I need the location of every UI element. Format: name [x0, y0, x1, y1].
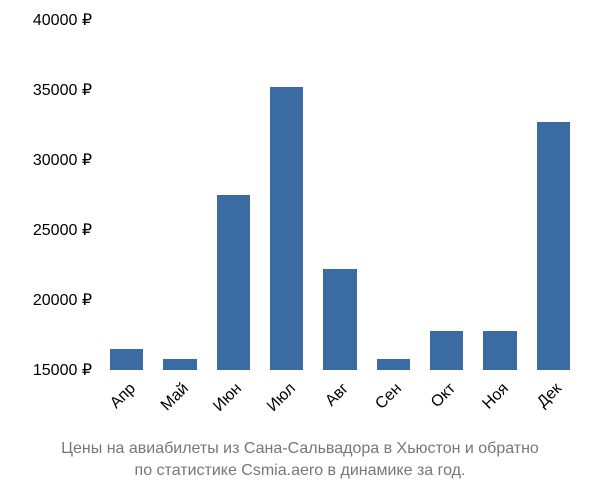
x-tick-label: Май	[138, 380, 193, 435]
x-tick-label: Апр	[84, 380, 139, 435]
bar	[323, 269, 356, 370]
x-tick-label: Дек	[511, 380, 566, 435]
caption-line-2: по статистике Csmia.aero в динамике за г…	[0, 462, 600, 480]
bar	[163, 359, 196, 370]
plot-area	[100, 20, 580, 370]
x-tick-label: Июн	[191, 380, 246, 435]
x-tick-label: Окт	[404, 380, 459, 435]
y-tick-label: 35000 ₽	[33, 80, 92, 100]
bar	[217, 195, 250, 370]
x-tick-label: Авг	[298, 380, 353, 435]
caption-line-1: Цены на авиабилеты из Сана-Сальвадора в …	[0, 440, 600, 458]
y-tick-label: 20000 ₽	[33, 290, 92, 310]
price-chart: Цены на авиабилеты из Сана-Сальвадора в …	[0, 0, 600, 500]
y-tick-label: 25000 ₽	[33, 220, 92, 240]
y-tick-label: 15000 ₽	[33, 360, 92, 380]
bar	[377, 359, 410, 370]
bar	[483, 331, 516, 370]
bar	[430, 331, 463, 370]
bar	[110, 349, 143, 370]
x-tick-label: Ноя	[458, 380, 513, 435]
x-tick-label: Июл	[244, 380, 299, 435]
bar	[537, 122, 570, 370]
x-tick-label: Сен	[351, 380, 406, 435]
y-tick-label: 40000 ₽	[33, 10, 92, 30]
y-tick-label: 30000 ₽	[33, 150, 92, 170]
bar	[270, 87, 303, 370]
